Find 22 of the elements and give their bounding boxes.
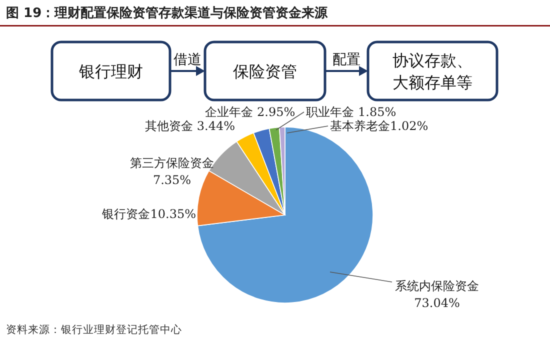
slice-label: 基本养老金 (330, 119, 390, 133)
text: 保险资管 (233, 62, 297, 81)
text: 资料来源：银行业理财登记托管中心 (6, 323, 182, 336)
data-label: 1.02% (390, 119, 428, 133)
slice-label: 其他资金 (144, 119, 193, 133)
data-label: 73.04% (414, 296, 460, 310)
data-label: 10.35% (150, 207, 196, 221)
chart-title: 图 19：理财配置保险资管存款渠道与保险资管资金来源 (6, 5, 329, 21)
text: 借道 (174, 52, 202, 68)
slice-label: 第三方保险资金 (130, 156, 214, 170)
data-label: 2.95% (257, 105, 296, 119)
slice-label: 企业年金 (205, 105, 253, 119)
slice-label: 银行资金 (101, 207, 150, 221)
text: 大额存单等 (392, 73, 472, 92)
text: 协议存款、 (392, 51, 472, 70)
text: 配置 (332, 52, 360, 68)
slice-label: 系统内保险资金 (395, 279, 479, 293)
data-label: 3.44% (196, 119, 235, 133)
text: 银行理财 (78, 62, 143, 81)
slice-label: 职业年金 (306, 105, 354, 119)
data-label: 1.85% (358, 105, 396, 119)
data-label: 7.35% (152, 173, 192, 187)
